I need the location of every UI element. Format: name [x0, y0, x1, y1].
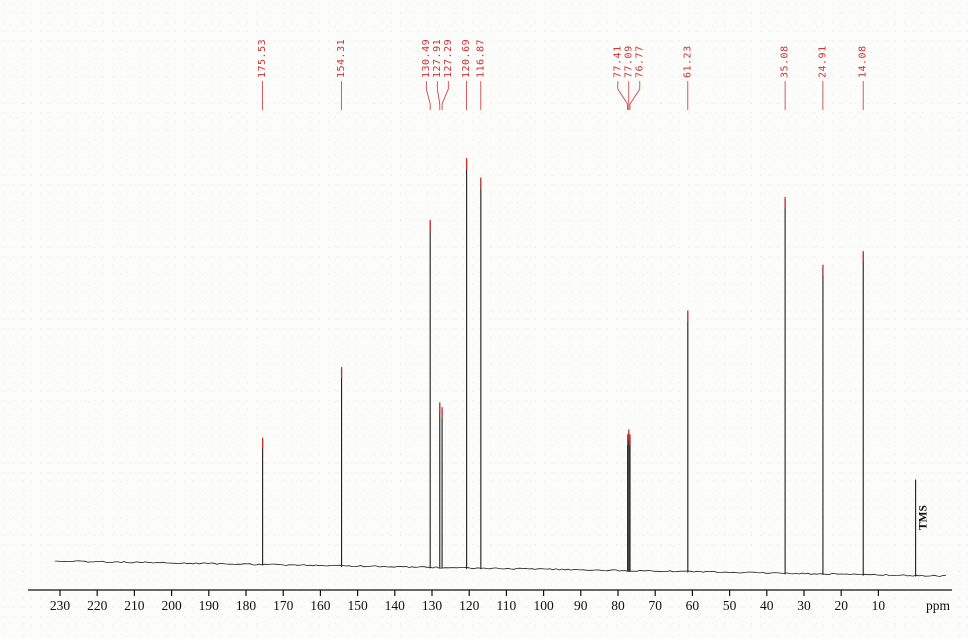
peak-label-leader [436, 81, 441, 110]
peak-label: 127.91 [432, 39, 443, 78]
axis-tick-label: 200 [161, 598, 182, 613]
peak-label-leader [629, 81, 641, 110]
axis-tick-label: 30 [797, 598, 811, 613]
axis-tick-label: 90 [574, 598, 588, 613]
axis-tick-label: 160 [310, 598, 331, 613]
axis-tick-label: 120 [459, 598, 480, 613]
axis-tick-label: 130 [422, 598, 443, 613]
peak-label: 76.77 [634, 45, 645, 78]
peak-label: 127.29 [443, 39, 454, 78]
axis-tick-label: 230 [50, 598, 71, 613]
peak-label-leader [425, 81, 431, 110]
peak-label: 120.69 [461, 39, 472, 78]
axis-tick-label: 110 [497, 598, 517, 613]
peak-label: 61.23 [682, 45, 693, 78]
axis-tick-label: 20 [834, 598, 848, 613]
peak-label: 77.41 [612, 45, 623, 78]
peak-label: 175.53 [257, 39, 268, 78]
peak-label: 24.91 [817, 45, 828, 78]
peak-label-leader [441, 81, 449, 110]
axis-tick-label: 180 [236, 598, 257, 613]
axis-tick-label: 170 [273, 598, 294, 613]
axis-tick-label: 100 [533, 598, 554, 613]
axis-tick-label: 50 [723, 598, 737, 613]
axis-tick-label: 70 [648, 598, 662, 613]
axis-tick-label: 60 [686, 598, 700, 613]
axis-tick-label: 80 [611, 598, 625, 613]
axis-tick-label: 150 [347, 598, 368, 613]
tms-label: TMS [918, 505, 930, 530]
peak-label: 14.08 [858, 45, 869, 78]
axis-tick-label: 140 [385, 598, 406, 613]
axis-tick-label: 220 [87, 598, 108, 613]
peak-label: 35.08 [780, 45, 791, 78]
peak-label: 154.31 [336, 39, 347, 78]
peak-label: 130.49 [421, 39, 432, 78]
axis-tick-label: 190 [199, 598, 220, 613]
axis-tick-label: 40 [760, 598, 774, 613]
axis-unit-label: ppm [926, 598, 951, 613]
peak-label: 116.87 [475, 39, 486, 78]
axis-tick-label: 210 [124, 598, 145, 613]
axis-tick-label: 10 [872, 598, 886, 613]
peak-label: 77.09 [623, 45, 634, 78]
peak-label-leader [617, 81, 628, 110]
baseline-trace [55, 560, 947, 577]
